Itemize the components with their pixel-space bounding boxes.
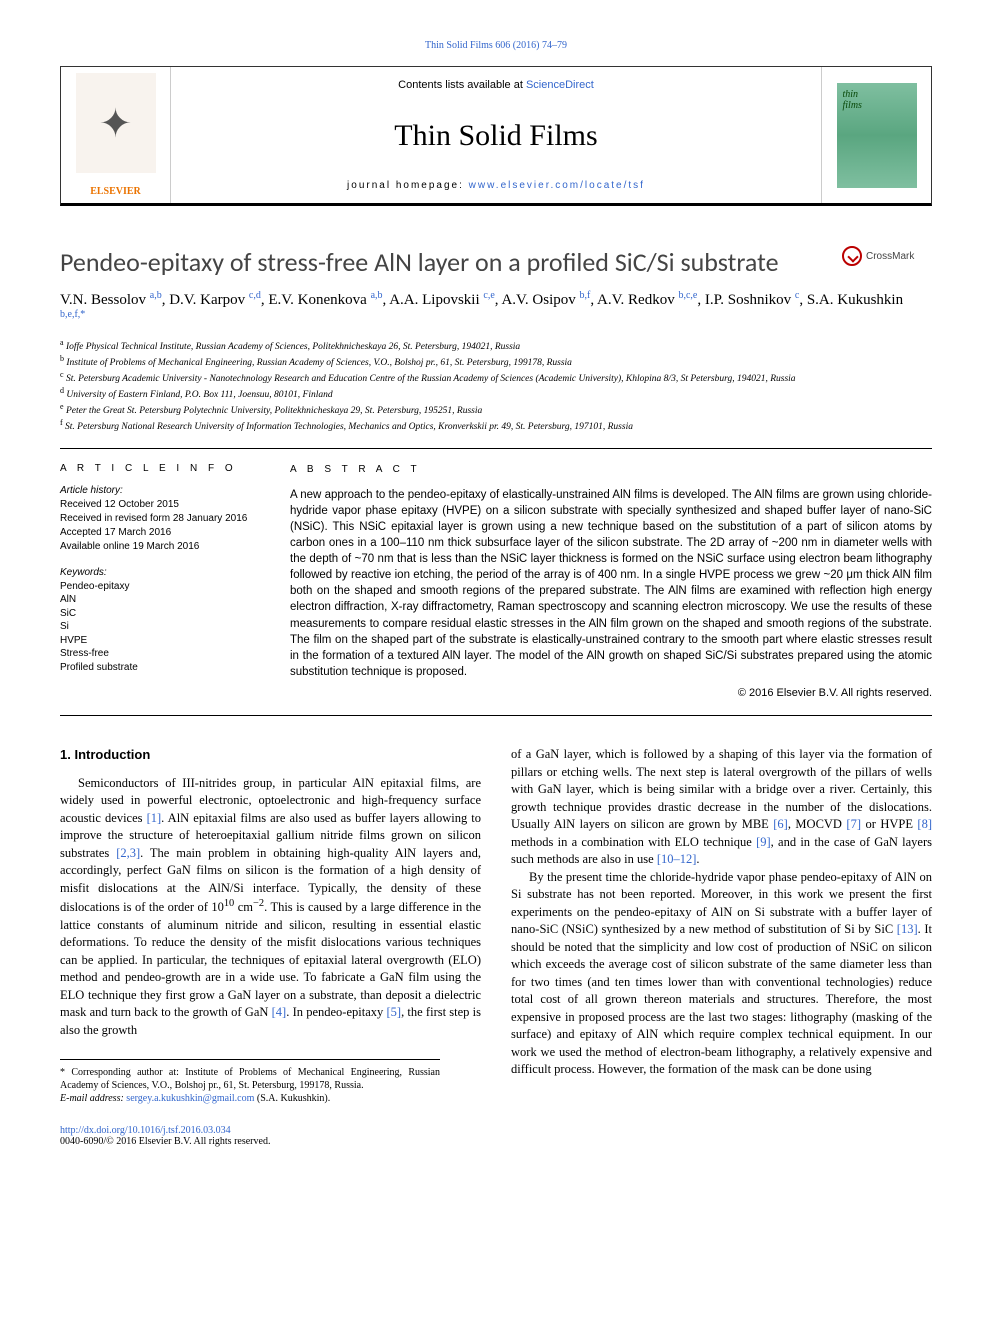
citation-6[interactable]: [6] [773, 817, 788, 831]
keywords-label: Keywords: [60, 566, 260, 580]
journal-info-column: Contents lists available at ScienceDirec… [171, 67, 821, 203]
issn-copyright: 0040-6090/© 2016 Elsevier B.V. All right… [60, 1136, 270, 1147]
keyword-item: Profiled substrate [60, 661, 260, 675]
corresponding-author-box: * Corresponding author at: Institute of … [60, 1059, 440, 1105]
contents-text: Contents lists available at [398, 79, 526, 91]
doi-link[interactable]: http://dx.doi.org/10.1016/j.tsf.2016.03.… [60, 1125, 231, 1136]
intro-paragraph-3: By the present time the chloride-hydride… [511, 869, 932, 1079]
affiliation-row: a Ioffe Physical Technical Institute, Ru… [60, 338, 932, 354]
journal-header: ✦ ELSEVIER Contents lists available at S… [60, 66, 932, 206]
corresp-text: Corresponding author at: Institute of Pr… [60, 1067, 440, 1091]
keyword-item: HVPE [60, 634, 260, 648]
intro-paragraph-2: of a GaN layer, which is followed by a s… [511, 746, 932, 869]
homepage-label: journal homepage: [347, 180, 469, 191]
keyword-item: Stress-free [60, 647, 260, 661]
article-info-head: A R T I C L E I N F O [60, 463, 260, 474]
citation-5[interactable]: [5] [387, 1005, 402, 1019]
divider-rule [60, 448, 932, 449]
introduction-section: 1. Introduction Semiconductors of III-ni… [60, 746, 932, 1105]
citation-7[interactable]: [7] [846, 817, 861, 831]
affiliation-row: b Institute of Problems of Mechanical En… [60, 354, 932, 370]
history-line: Received 12 October 2015 [60, 498, 260, 512]
publisher-column: ✦ ELSEVIER [61, 67, 171, 203]
authors-list: V.N. Bessolov a,b, D.V. Karpov c,d, E.V.… [60, 290, 932, 328]
affiliation-row: d University of Eastern Finland, P.O. Bo… [60, 386, 932, 402]
abstract-column: A B S T R A C T A new approach to the pe… [290, 463, 932, 702]
history-line: Available online 19 March 2016 [60, 540, 260, 554]
citation-9[interactable]: [9] [756, 835, 771, 849]
crossmark-icon [842, 246, 862, 266]
sciencedirect-link[interactable]: ScienceDirect [526, 79, 594, 91]
journal-cover-thumbnail: thin films [837, 83, 917, 188]
keyword-item: AlN [60, 593, 260, 607]
cover-text-1: thin [843, 89, 911, 100]
corresp-email-link[interactable]: sergey.a.kukushkin@gmail.com [126, 1093, 254, 1104]
affiliation-row: c St. Petersburg Academic University - N… [60, 370, 932, 386]
cover-column: thin films [821, 67, 931, 203]
history-lines: Received 12 October 2015Received in revi… [60, 498, 260, 554]
corresp-star: * [60, 1067, 65, 1078]
contents-at-label: Contents lists available at ScienceDirec… [398, 79, 594, 91]
affiliation-row: f St. Petersburg National Research Unive… [60, 418, 932, 434]
top-citation-link[interactable]: Thin Solid Films 606 (2016) 74–79 [60, 40, 932, 51]
intro-paragraph-1: Semiconductors of III-nitrides group, in… [60, 775, 481, 1040]
article-info-column: A R T I C L E I N F O Article history: R… [60, 463, 260, 702]
email-label: E-mail address: [60, 1093, 126, 1104]
publisher-name: ELSEVIER [90, 186, 141, 197]
abstract-head: A B S T R A C T [290, 463, 932, 477]
keyword-item: Pendeo-epitaxy [60, 580, 260, 594]
abstract-copyright: © 2016 Elsevier B.V. All rights reserved… [290, 686, 932, 701]
history-line: Accepted 17 March 2016 [60, 526, 260, 540]
keyword-item: Si [60, 620, 260, 634]
citation-1[interactable]: [1] [147, 811, 162, 825]
elsevier-tree-icon: ✦ [76, 73, 156, 173]
affiliation-row: e Peter the Great St. Petersburg Polytec… [60, 402, 932, 418]
affiliations: a Ioffe Physical Technical Institute, Ru… [60, 338, 932, 434]
citation-13[interactable]: [13] [897, 922, 918, 936]
article-title: Pendeo-epitaxy of stress-free AlN layer … [60, 246, 842, 278]
cover-text-2: films [843, 100, 911, 111]
history-line: Received in revised form 28 January 2016 [60, 512, 260, 526]
abstract-text: A new approach to the pendeo-epitaxy of … [290, 487, 932, 680]
journal-name: Thin Solid Films [394, 119, 597, 153]
divider-rule-2 [60, 715, 932, 716]
journal-homepage: journal homepage: www.elsevier.com/locat… [347, 180, 645, 191]
keywords-list: Pendeo-epitaxyAlNSiCSiHVPEStress-freePro… [60, 580, 260, 675]
footer: http://dx.doi.org/10.1016/j.tsf.2016.03.… [60, 1125, 932, 1147]
citation-2-3[interactable]: [2,3] [116, 846, 140, 860]
homepage-link[interactable]: www.elsevier.com/locate/tsf [469, 180, 645, 191]
citation-10-12[interactable]: [10–12] [657, 852, 697, 866]
keyword-item: SiC [60, 607, 260, 621]
citation-8[interactable]: [8] [917, 817, 932, 831]
corresp-email-suffix: (S.A. Kukushkin). [254, 1093, 330, 1104]
intro-heading: 1. Introduction [60, 746, 481, 764]
crossmark-label: CrossMark [866, 251, 914, 262]
history-label: Article history: [60, 484, 260, 498]
citation-4[interactable]: [4] [272, 1005, 287, 1019]
crossmark-badge[interactable]: CrossMark [842, 246, 932, 266]
